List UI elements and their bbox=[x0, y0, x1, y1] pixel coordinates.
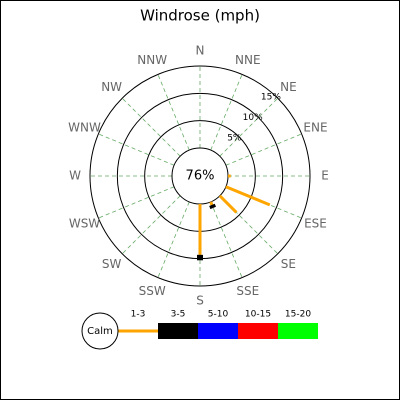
legend-swatch bbox=[278, 323, 318, 339]
wind-segment bbox=[209, 203, 216, 210]
legend-swatch bbox=[238, 323, 278, 339]
direction-label: NNE bbox=[235, 53, 261, 67]
ring-label: 15% bbox=[261, 93, 281, 103]
calm-label: 76% bbox=[186, 169, 215, 184]
direction-label: NW bbox=[101, 80, 122, 94]
ring-label: 10% bbox=[243, 113, 263, 123]
wind-segment bbox=[225, 185, 271, 207]
direction-label: W bbox=[69, 169, 81, 183]
direction-label: N bbox=[196, 44, 205, 58]
direction-label: E bbox=[321, 169, 329, 183]
ring bbox=[89, 65, 311, 287]
direction-label: NE bbox=[280, 80, 297, 94]
wind-segment bbox=[218, 194, 238, 214]
direction-label: NNW bbox=[137, 53, 167, 67]
direction-label: ESE bbox=[304, 216, 327, 230]
wind-segment bbox=[209, 201, 214, 206]
legend-label: 15-20 bbox=[285, 310, 311, 320]
ring-label: 5% bbox=[227, 133, 242, 143]
legend-label: 5-10 bbox=[208, 310, 229, 320]
legend-label: 3-5 bbox=[171, 310, 186, 320]
legend-swatch bbox=[198, 323, 238, 339]
legend-label: 1-3 bbox=[131, 310, 146, 320]
direction-label: SSW bbox=[139, 284, 166, 298]
direction-label: SW bbox=[102, 257, 122, 271]
direction-label: SSE bbox=[236, 284, 259, 298]
direction-label: S bbox=[196, 294, 204, 308]
legend-label: 10-15 bbox=[245, 310, 271, 320]
legend-calm bbox=[81, 312, 119, 350]
direction-label: SE bbox=[281, 257, 296, 271]
legend-calm-label: Calm bbox=[87, 326, 113, 337]
chart-title: Windrose (mph) bbox=[140, 7, 260, 25]
legend-swatch bbox=[158, 323, 198, 339]
direction-label: WSW bbox=[69, 216, 100, 230]
direction-label: WNW bbox=[68, 121, 101, 135]
direction-label: ENE bbox=[303, 121, 327, 135]
